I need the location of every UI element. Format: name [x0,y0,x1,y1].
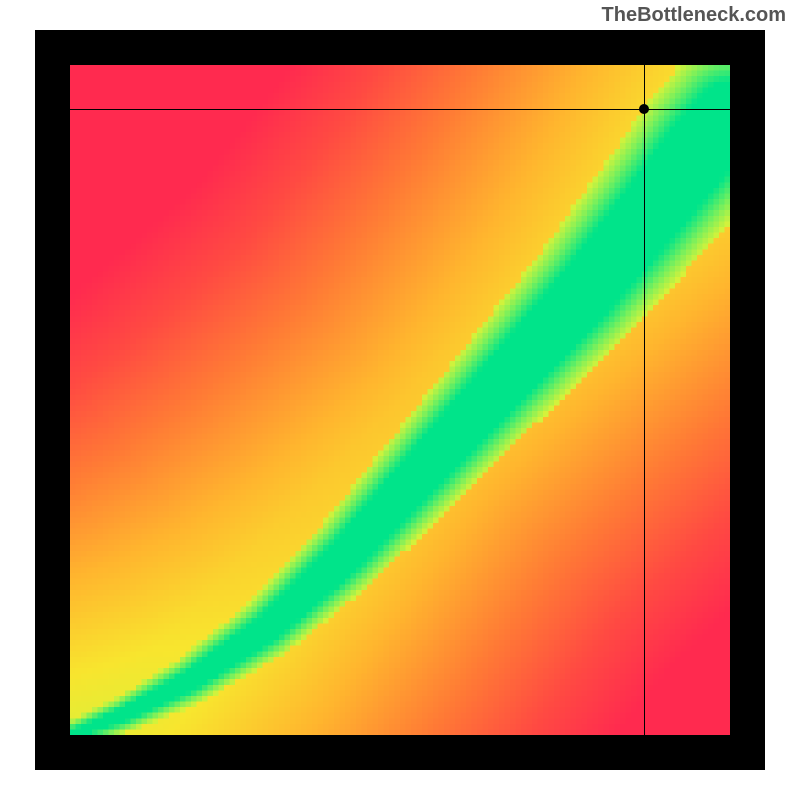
crosshair-marker [639,104,649,114]
crosshair-vertical [644,65,645,735]
bottleneck-heatmap [70,65,730,735]
figure-container: TheBottleneck.com [0,0,800,800]
crosshair-horizontal [70,109,730,110]
watermark-text: TheBottleneck.com [602,4,786,27]
plot-frame [35,30,765,770]
